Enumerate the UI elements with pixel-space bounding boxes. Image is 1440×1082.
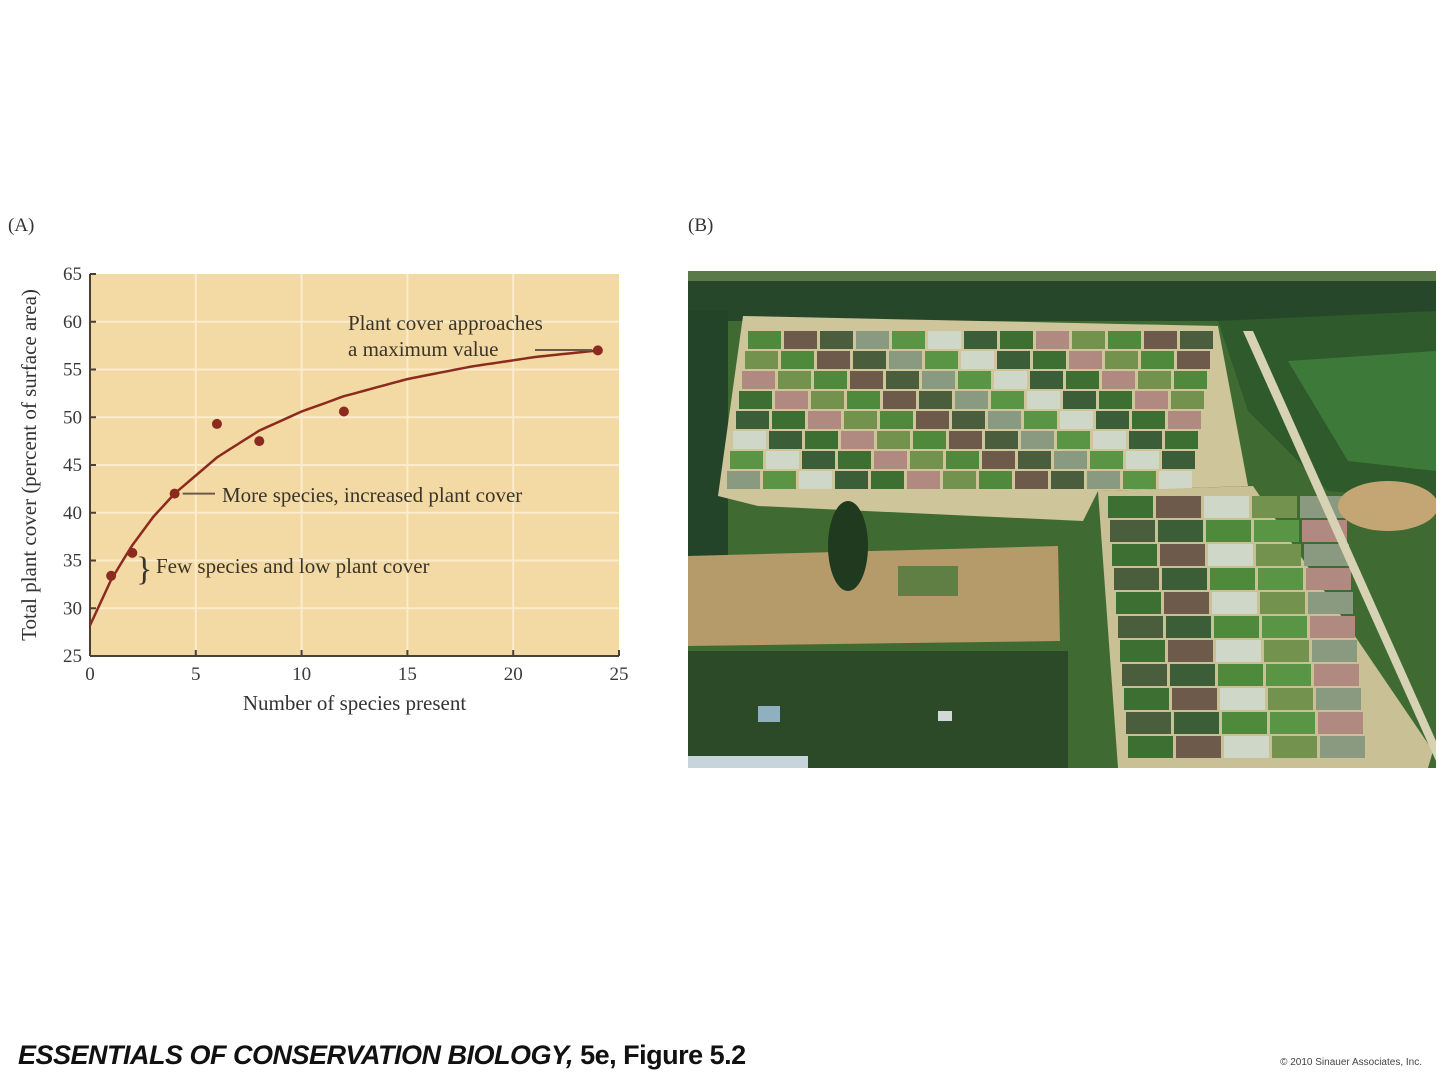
svg-text:60: 60 (63, 312, 82, 333)
figure-number: 5e, Figure 5.2 (573, 1040, 746, 1070)
data-point (211, 418, 222, 429)
svg-text:45: 45 (63, 455, 82, 476)
axes (89, 273, 620, 657)
aerial-photo-illustration (688, 271, 1436, 768)
data-points (106, 345, 603, 581)
panel-a-label: (A) (8, 215, 35, 236)
data-point (338, 406, 349, 417)
annotation-max-line2: a maximum value (348, 337, 498, 361)
tick-labels: 25 30 35 40 45 50 55 60 65 0 5 10 15 20 25 (63, 264, 629, 685)
svg-text:25: 25 (63, 646, 82, 667)
species-cover-chart: 25 30 35 40 45 50 55 60 65 0 5 10 15 20 25 Plant cover… (17, 264, 629, 715)
svg-text:10: 10 (292, 664, 311, 685)
svg-text:15: 15 (398, 664, 417, 685)
svg-text:65: 65 (63, 264, 82, 285)
data-point (169, 488, 180, 499)
brace-icon: } (136, 551, 152, 588)
svg-text:20: 20 (504, 664, 523, 685)
svg-text:5: 5 (191, 664, 201, 685)
data-point (106, 570, 117, 581)
x-axis-title: Number of species present (243, 691, 467, 715)
annotation-max: Plant cover approaches (348, 311, 543, 335)
data-point (592, 345, 603, 356)
y-axis-title: Total plant cover (percent of surface ar… (17, 289, 41, 641)
svg-text:35: 35 (63, 551, 82, 572)
book-title: ESSENTIALS OF CONSERVATION BIOLOGY, (18, 1040, 574, 1070)
aerial-photo-experimental-plots (688, 271, 1436, 768)
copyright-notice: © 2010 Sinauer Associates, Inc. (1280, 1057, 1422, 1068)
data-point (127, 547, 138, 558)
svg-text:50: 50 (63, 407, 82, 428)
gridlines (90, 274, 619, 656)
svg-text:0: 0 (85, 664, 95, 685)
svg-text:25: 25 (610, 664, 629, 685)
annotation-few-species: Few species and low plant cover (156, 554, 430, 578)
figure-caption: ESSENTIALS OF CONSERVATION BIOLOGY, 5e, … (18, 1040, 746, 1071)
svg-text:55: 55 (63, 360, 82, 381)
svg-text:40: 40 (63, 503, 82, 524)
annotation-more-species: More species, increased plant cover (222, 483, 522, 507)
panel-b-label: (B) (688, 215, 714, 236)
data-point (254, 436, 265, 447)
svg-text:30: 30 (63, 598, 82, 619)
